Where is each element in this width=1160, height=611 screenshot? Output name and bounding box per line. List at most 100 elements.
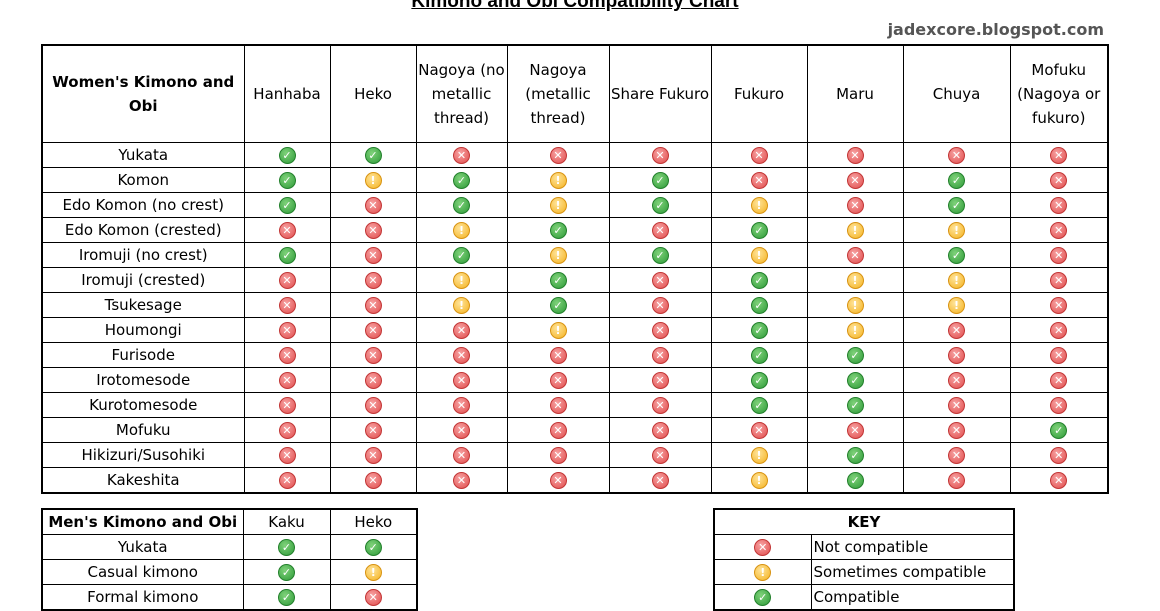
women-compat-cell: ✓ xyxy=(243,142,331,168)
check-icon: ✓ xyxy=(278,172,296,189)
women-table-row: Komon ✓! ✓! ✓ ✕ ✕ ✓ ✕ xyxy=(41,167,1109,193)
women-compat-cell: ✕ xyxy=(329,467,417,494)
x-icon: ✕ xyxy=(364,272,382,289)
women-compat-cell: ! xyxy=(506,167,610,193)
women-compat-cell: ✕ xyxy=(1009,267,1109,293)
x-icon: ✕ xyxy=(453,372,470,389)
x-icon: ✕ xyxy=(651,222,669,239)
x-icon: ✕ xyxy=(754,539,772,556)
women-compat-cell: ✕ xyxy=(506,392,610,418)
women-compat-cell: ✕ xyxy=(608,467,712,494)
x-icon: ✕ xyxy=(651,322,669,339)
check-icon: ✓ xyxy=(750,372,768,389)
women-table-row: Kakeshita ✕ ✕ ✕ ✕ ✕! ✓ ✕ ✕ xyxy=(41,467,1109,494)
women-compat-cell: ✕ xyxy=(415,417,508,443)
women-compat-cell: ! xyxy=(710,442,808,468)
women-compat-cell: ✓ xyxy=(608,242,712,268)
women-compat-cell: ✕ xyxy=(608,267,712,293)
women-row-label: Tsukesage xyxy=(41,292,245,318)
x-icon: ✕ xyxy=(750,147,768,164)
women-table-row: Edo Komon (crested) ✕ ✕! ✓ ✕ ✓!! ✕ xyxy=(41,217,1109,243)
men-table-row: Casual kimono ✓! xyxy=(41,559,418,585)
exclamation-icon: ! xyxy=(750,447,768,464)
women-table-body: Yukata ✓ ✓ ✕ ✕ ✕ ✕ ✕ ✕ ✕ Komon ✓! ✓! ✓ ✕ ✕ ✓ ✕ Edo Komon (… xyxy=(41,142,1109,494)
exclamation-icon: ! xyxy=(948,297,965,314)
x-icon: ✕ xyxy=(453,347,470,364)
women-row-label: Kurotomesode xyxy=(41,392,245,418)
women-compat-cell: ✓ xyxy=(710,292,808,318)
women-compat-cell: ✕ xyxy=(329,442,417,468)
x-icon: ✕ xyxy=(846,197,864,214)
x-icon: ✕ xyxy=(651,397,669,414)
women-compat-cell: ✕ xyxy=(243,467,331,494)
women-compat-cell: ✓ xyxy=(608,192,712,218)
women-compat-cell: ✓ xyxy=(710,342,808,368)
exclamation-icon: ! xyxy=(549,197,567,214)
x-icon: ✕ xyxy=(549,472,567,489)
exclamation-icon: ! xyxy=(549,172,567,189)
check-icon: ✓ xyxy=(750,272,768,289)
key-label: Compatible xyxy=(810,584,1015,611)
x-icon: ✕ xyxy=(453,397,470,414)
x-icon: ✕ xyxy=(1050,197,1068,214)
women-compat-cell: ✓ xyxy=(710,317,808,343)
women-row-label: Irotomesode xyxy=(41,367,245,393)
women-compat-cell: ✕ xyxy=(902,342,1011,368)
x-icon: ✕ xyxy=(1050,372,1068,389)
x-icon: ✕ xyxy=(948,322,965,339)
women-compat-cell: ✕ xyxy=(1009,392,1109,418)
women-compat-cell: ✓ xyxy=(902,167,1011,193)
women-compat-cell: ✕ xyxy=(806,417,904,443)
women-compat-cell: ! xyxy=(415,217,508,243)
women-compat-cell: ! xyxy=(415,267,508,293)
women-table-row: Edo Komon (no crest) ✓ ✕ ✓! ✓! ✕ ✓ ✕ xyxy=(41,192,1109,218)
check-icon: ✓ xyxy=(651,197,669,214)
men-compatibility-table: Men's Kimono and Obi Kaku Heko Yukata ✓ ✓ Ca… xyxy=(41,508,418,611)
check-icon: ✓ xyxy=(948,172,965,189)
men-row-label: Casual kimono xyxy=(41,559,244,585)
women-compat-cell: ! xyxy=(806,292,904,318)
check-icon: ✓ xyxy=(453,247,470,264)
x-icon: ✕ xyxy=(453,422,470,439)
women-row-label: Furisode xyxy=(41,342,245,368)
women-compat-cell: ✕ xyxy=(506,467,610,494)
key-row: ✕ Not compatible xyxy=(713,534,1015,560)
women-table-row: Furisode ✕ ✕ ✕ ✕ ✕ ✓ ✓ ✕ ✕ xyxy=(41,342,1109,368)
exclamation-icon: ! xyxy=(750,197,768,214)
women-compat-cell: ✕ xyxy=(506,367,610,393)
women-compat-cell: ✓ xyxy=(902,192,1011,218)
women-compat-cell: ✕ xyxy=(415,317,508,343)
check-icon: ✓ xyxy=(549,272,567,289)
women-compat-cell: ! xyxy=(506,192,610,218)
x-icon: ✕ xyxy=(278,272,296,289)
x-icon: ✕ xyxy=(364,247,382,264)
women-compat-cell: ✕ xyxy=(1009,142,1109,168)
x-icon: ✕ xyxy=(1050,147,1068,164)
women-compat-cell: ✕ xyxy=(329,192,417,218)
women-compat-cell: ! xyxy=(415,292,508,318)
key-icon-cell: ! xyxy=(713,559,812,585)
x-icon: ✕ xyxy=(364,372,382,389)
check-icon: ✓ xyxy=(846,397,864,414)
women-compat-cell: ✕ xyxy=(902,142,1011,168)
women-compat-cell: ✕ xyxy=(608,392,712,418)
check-icon: ✓ xyxy=(549,222,567,239)
women-compat-cell: ✓ xyxy=(806,367,904,393)
check-icon: ✓ xyxy=(750,322,768,339)
check-icon: ✓ xyxy=(846,347,864,364)
x-icon: ✕ xyxy=(1050,172,1068,189)
check-icon: ✓ xyxy=(278,247,296,264)
exclamation-icon: ! xyxy=(453,297,470,314)
men-table-row: Yukata ✓ ✓ xyxy=(41,534,418,560)
check-icon: ✓ xyxy=(549,297,567,314)
x-icon: ✕ xyxy=(549,372,567,389)
women-compat-cell: ! xyxy=(902,267,1011,293)
exclamation-icon: ! xyxy=(754,564,772,581)
women-compat-cell: ✕ xyxy=(1009,242,1109,268)
exclamation-icon: ! xyxy=(846,222,864,239)
women-column-header: Maru xyxy=(806,44,904,143)
women-row-label: Yukata xyxy=(41,142,245,168)
x-icon: ✕ xyxy=(364,472,382,489)
check-icon: ✓ xyxy=(750,397,768,414)
women-compat-cell: ✕ xyxy=(1009,192,1109,218)
